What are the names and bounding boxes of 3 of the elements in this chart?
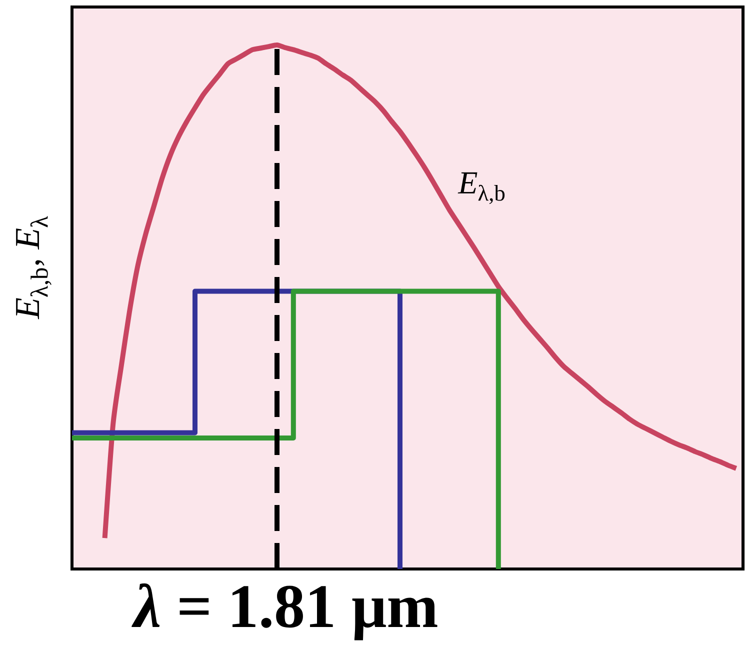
text: λ = 1.81 μm (132, 583, 438, 640)
series-label: E$_{λ,b}$ (458, 172, 505, 204)
y-axis-title: E$_{λ,b}$, E$_{λ}$ (16, 216, 52, 320)
